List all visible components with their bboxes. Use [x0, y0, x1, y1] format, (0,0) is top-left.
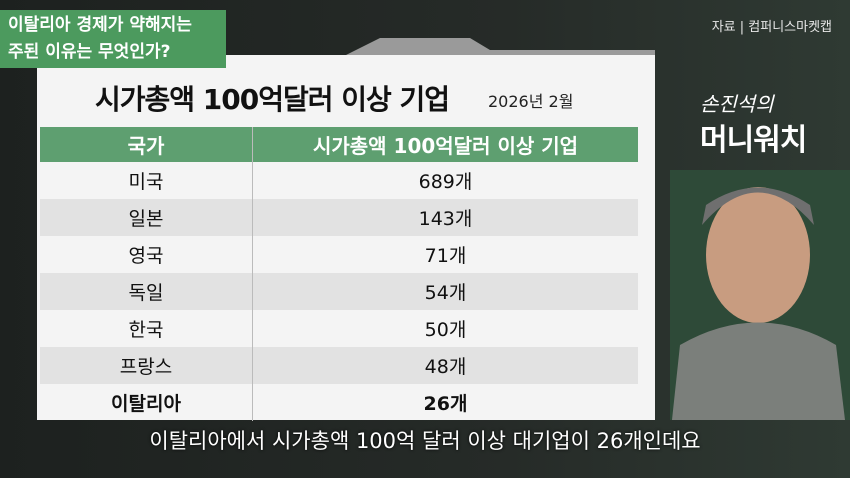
country-cell: 영국: [40, 236, 253, 273]
topic-line: 주된 이유는 무엇인가?: [8, 42, 171, 62]
country-cell: 일본: [40, 199, 253, 236]
logo-main: 머니워치: [700, 123, 807, 158]
count-cell: 48개: [252, 347, 638, 384]
country-cell: 한국: [40, 310, 253, 347]
count-cell: 689개: [418, 171, 473, 193]
table-row: 영국 71개: [40, 236, 638, 273]
count-cell: 143개: [252, 199, 638, 236]
count-cell: 26개: [423, 393, 468, 415]
header-row: 국가 시가총액 100억달러 이상 기업: [40, 127, 638, 162]
table-date: 2026년 2월: [488, 92, 574, 111]
table-title: 시가총액 100억달러 이상 기업: [95, 83, 450, 116]
table-row: 독일 54개: [40, 273, 638, 310]
count-cell: 54개: [252, 273, 638, 310]
person-hair: [702, 187, 814, 225]
topic-line: 이탈리아 경제가 약해지는: [8, 15, 192, 35]
table-row: 이탈리아 26개: [40, 384, 638, 421]
person-shirt: [672, 322, 845, 420]
table-row: 한국 50개: [40, 310, 638, 347]
country-cell: 독일: [40, 273, 253, 310]
country-cell: 프랑스: [40, 347, 253, 384]
country-cell: 미국: [40, 162, 253, 199]
column-header: 시가총액 100억달러 이상 기업: [252, 127, 638, 162]
table-row: 프랑스 48개: [40, 347, 638, 384]
subtitle-caption: 이탈리아에서 시가총액 100억 달러 이상 대기업이 26개인데요: [149, 429, 701, 453]
source-note: 자료 | 컴퍼니스마켓캡: [711, 20, 832, 35]
topic-tag: 이탈리아 경제가 약해지는 주된 이유는 무엇인가?: [0, 10, 226, 68]
table-row: 일본 143개: [40, 199, 638, 236]
logo-top: 손진석의: [700, 92, 774, 116]
country-cell: 이탈리아: [40, 384, 253, 421]
count-cell: 50개: [424, 319, 467, 341]
table-row: 미국 689개: [40, 162, 638, 199]
count-cell: 71개: [424, 245, 467, 267]
person-head: [706, 187, 810, 323]
column-header: 국가: [40, 127, 253, 162]
